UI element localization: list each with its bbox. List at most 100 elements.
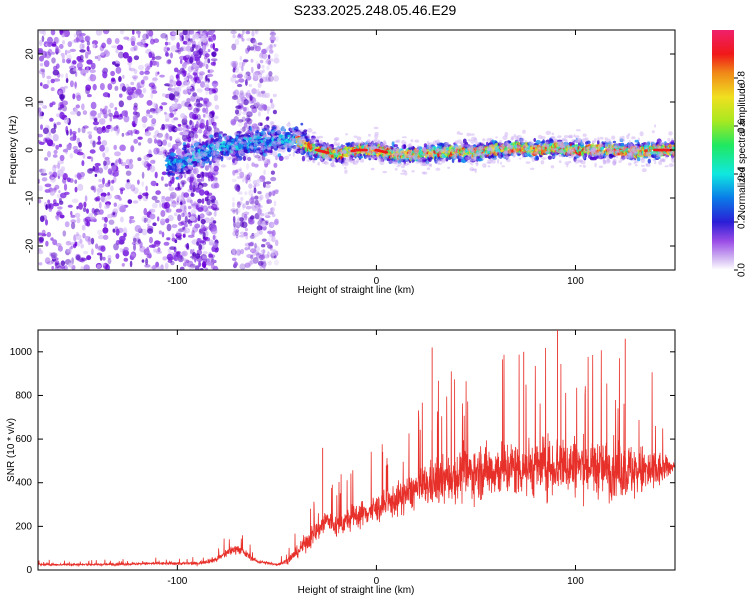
heatmap-dot [201, 198, 205, 205]
heatmap-dot [401, 144, 404, 150]
heatmap-dot [263, 169, 266, 176]
heatmap-dot [189, 266, 195, 270]
heatmap-dot [192, 163, 195, 167]
heatmap-dot [146, 163, 151, 167]
heatmap-dot [61, 33, 66, 38]
heatmap-dot [140, 39, 146, 45]
heatmap-dot [222, 133, 227, 137]
heatmap-dot [39, 68, 43, 72]
heatmap-dot [38, 236, 45, 243]
heatmap-dot [156, 132, 163, 138]
heatmap-dot [236, 248, 240, 256]
heatmap-dot [181, 134, 188, 141]
heatmap-dot [90, 73, 94, 80]
heatmap-dot [94, 197, 100, 202]
heatmap-dot [161, 123, 166, 130]
heatmap-dot [250, 241, 254, 247]
heatmap-dot [282, 135, 285, 139]
heatmap-dot [60, 265, 66, 269]
heatmap-dot [94, 169, 100, 173]
heatmap-dot [171, 224, 178, 229]
heatmap-dot [190, 95, 196, 102]
heatmap-dot [257, 63, 261, 70]
heatmap-dot [89, 216, 96, 221]
heatmap-dot [262, 141, 265, 146]
heatmap-dot [70, 211, 73, 216]
heatmap-dot [266, 158, 271, 163]
heatmap-dot [273, 200, 277, 207]
heatmap-dot [246, 163, 249, 170]
heatmap-dot [161, 231, 165, 238]
heatmap-dot [156, 139, 162, 144]
heatmap-dot [184, 244, 189, 248]
heatmap-dot [245, 177, 248, 184]
heatmap-dot [70, 219, 77, 224]
heatmap-dot [284, 155, 290, 160]
heatmap-dot [185, 45, 193, 52]
heatmap-dot [54, 260, 60, 266]
heatmap-dot [191, 230, 195, 237]
heatmap-dot [250, 196, 255, 200]
heatmap-dot [547, 155, 553, 160]
heatmap-dot [47, 79, 50, 85]
heatmap-dot [401, 136, 407, 139]
heatmap-dot [240, 136, 244, 139]
heatmap-dot [123, 257, 129, 262]
heatmap-dot [525, 161, 531, 164]
heatmap-dot [112, 171, 119, 177]
heatmap-dot [112, 212, 116, 216]
heatmap-dot [122, 52, 129, 59]
heatmap-dot [450, 148, 454, 153]
heatmap-dot [305, 138, 311, 142]
heatmap-dot [258, 72, 263, 79]
heatmap-dot [268, 152, 271, 156]
heatmap-dot [72, 93, 76, 100]
heatmap-dot [136, 82, 141, 90]
heatmap-dot [139, 241, 143, 249]
heatmap-dot [41, 35, 45, 43]
heatmap-dot [575, 129, 581, 132]
heatmap-dot [372, 155, 377, 159]
heatmap-dot [198, 61, 203, 69]
heatmap-dot [482, 163, 487, 168]
heatmap-dot [146, 100, 153, 106]
heatmap-dot [551, 155, 557, 158]
heatmap-dot [275, 130, 282, 136]
heatmap-dot [155, 190, 161, 196]
heatmap-dot [242, 178, 245, 183]
heatmap-dot [141, 171, 145, 179]
heatmap-dot [119, 247, 123, 253]
heatmap-dot [261, 90, 266, 94]
heatmap-dot [105, 203, 110, 208]
heatmap-dot [232, 170, 236, 177]
heatmap-dot [161, 93, 166, 97]
heatmap-dot [635, 145, 640, 149]
heatmap-dot [190, 248, 193, 255]
heatmap-dot [257, 220, 262, 226]
heatmap-dot [257, 143, 261, 148]
heatmap-dot [256, 225, 263, 231]
heatmap-dot [200, 224, 206, 232]
heatmap-dot [516, 152, 521, 155]
heatmap-dot [145, 217, 152, 224]
heatmap-dot [76, 172, 81, 179]
heatmap-dot [259, 194, 264, 201]
heatmap-dot [66, 50, 71, 54]
heatmap-dot [171, 233, 175, 239]
heatmap-dot [53, 188, 57, 193]
heatmap-dot [189, 178, 193, 185]
heatmap-dot [258, 111, 261, 117]
heatmap-dot [153, 38, 160, 43]
heatmap-dot [640, 158, 646, 164]
heatmap-dot [249, 126, 252, 132]
heatmap-dot [213, 211, 217, 217]
heatmap-dot [259, 59, 264, 64]
heatmap-dot [261, 260, 267, 264]
heatmap-dot [164, 201, 170, 210]
heatmap-dot [534, 145, 537, 148]
heatmap-dot [400, 172, 405, 175]
heatmap-dot [233, 262, 239, 267]
heatmap-dot [312, 160, 316, 164]
heatmap-dot [654, 161, 657, 165]
heatmap-dot [52, 187, 58, 191]
